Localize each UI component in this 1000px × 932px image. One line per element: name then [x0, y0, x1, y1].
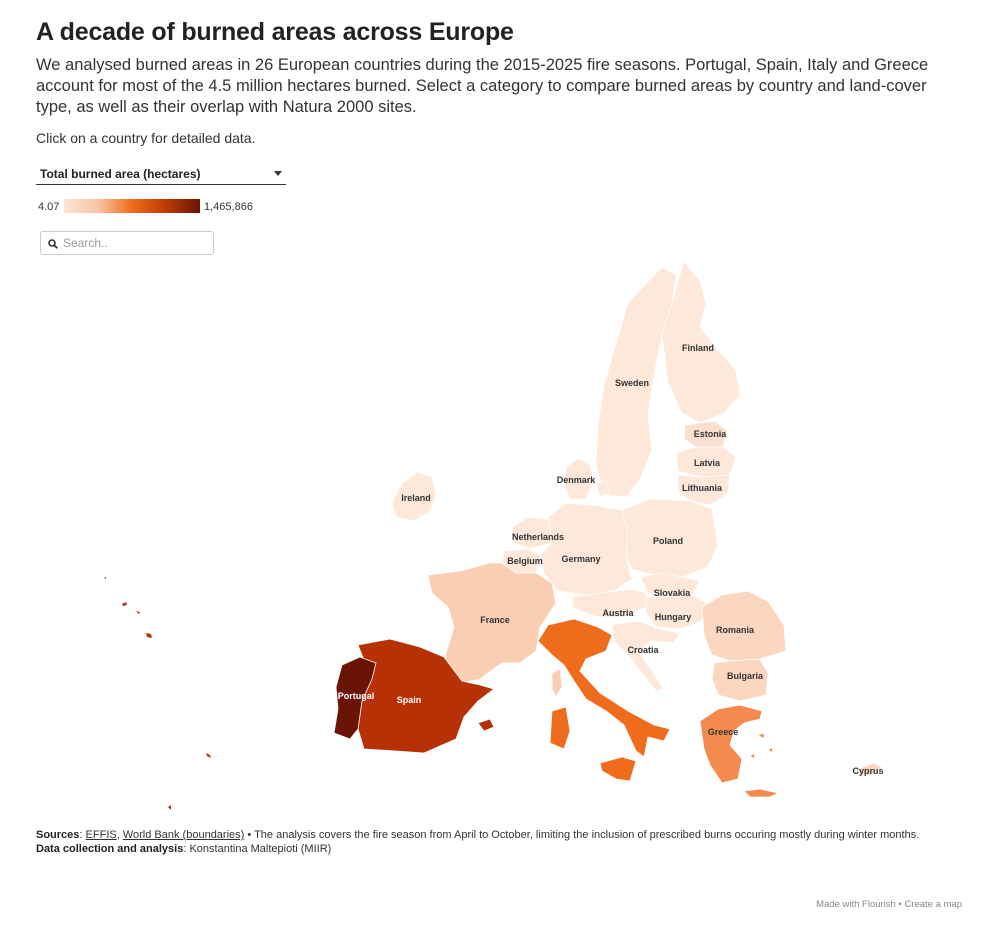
sources-note: • The analysis covers the fire season fr…	[247, 829, 920, 841]
analysis-label: Data collection and analysis	[36, 843, 184, 855]
source-link-effis[interactable]: EFFIS	[85, 829, 117, 841]
azores-island	[146, 633, 152, 638]
label-netherlands: Netherlands	[512, 532, 564, 542]
label-latvia: Latvia	[694, 458, 721, 468]
country-denmark[interactable]	[563, 457, 595, 500]
label-lithuania: Lithuania	[682, 483, 723, 493]
dropdown-selected-value: Total burned area (hectares)	[40, 167, 201, 181]
analysis-line: Data collection and analysis: Konstantin…	[36, 843, 332, 855]
label-spain: Spain	[397, 695, 422, 705]
label-sweden: Sweden	[615, 378, 649, 388]
country-greece-island[interactable]	[749, 753, 756, 760]
label-france: France	[480, 615, 510, 625]
category-dropdown[interactable]: Total burned area (hectares)	[36, 163, 286, 185]
label-croatia: Croatia	[627, 645, 659, 655]
legend-gradient-bar	[64, 199, 200, 213]
source-link-worldbank[interactable]: World Bank (boundaries)	[122, 829, 245, 841]
label-austria: Austria	[602, 608, 634, 618]
country-hungary[interactable]	[645, 594, 707, 630]
country-italy[interactable]	[537, 618, 671, 758]
analysis-value: Konstantina Maltepioti (MIIR)	[189, 843, 332, 855]
country-denmark-zealand[interactable]	[595, 480, 611, 498]
country-portugal[interactable]	[333, 656, 377, 740]
label-bulgaria: Bulgaria	[727, 671, 764, 681]
azores-island	[104, 577, 106, 579]
canary-island	[168, 805, 171, 810]
country-poland[interactable]	[621, 498, 719, 578]
country-latvia[interactable]	[675, 446, 737, 478]
sources-label: Sources	[36, 829, 80, 841]
made-with-flourish-link[interactable]: Made with Flourish	[816, 899, 896, 910]
search-box[interactable]	[40, 231, 214, 255]
create-map-link[interactable]: Create a map	[904, 899, 962, 910]
country-greece[interactable]	[699, 704, 763, 784]
country-france-corsica[interactable]	[551, 668, 563, 698]
label-hungary: Hungary	[655, 612, 692, 622]
footer-notes: Sources: EFFIS, World Bank (boundaries) …	[36, 828, 966, 856]
map-instruction: Click on a country for detailed data.	[36, 130, 256, 146]
label-romania: Romania	[716, 625, 755, 635]
legend-max-value: 1,465,866	[204, 201, 253, 213]
country-lithuania[interactable]	[677, 474, 731, 506]
legend-min-value: 4.07	[38, 201, 60, 213]
page-title: A decade of burned areas across Europe	[36, 18, 514, 46]
label-germany: Germany	[561, 554, 600, 564]
country-cyprus[interactable]	[857, 762, 883, 776]
label-portugal: Portugal	[338, 691, 375, 701]
credit-separator: •	[898, 899, 902, 910]
country-finland[interactable]	[661, 260, 741, 424]
country-bulgaria[interactable]	[711, 658, 769, 702]
chevron-down-icon[interactable]	[274, 171, 282, 176]
label-cyprus: Cyprus	[852, 766, 883, 776]
country-greece-crete[interactable]	[743, 788, 780, 798]
label-belgium: Belgium	[507, 556, 543, 566]
label-estonia: Estonia	[694, 429, 728, 439]
country-romania[interactable]	[701, 590, 787, 662]
country-croatia[interactable]	[611, 620, 681, 692]
page-subtitle: We analysed burned areas in 26 European …	[36, 56, 929, 116]
label-denmark: Denmark	[557, 475, 597, 485]
country-germany[interactable]	[539, 502, 633, 596]
flourish-credit: Made with Flourish • Create a map	[816, 899, 962, 910]
country-italy-sicily[interactable]	[599, 756, 637, 782]
search-icon	[48, 239, 58, 249]
label-poland: Poland	[653, 536, 683, 546]
search-input[interactable]	[63, 234, 209, 252]
country-slovakia[interactable]	[639, 572, 701, 598]
country-spain-balearics[interactable]	[477, 718, 495, 732]
label-italy: Italy	[589, 672, 607, 682]
label-greece: Greece	[708, 727, 739, 737]
europe-map: Finland Sweden Estonia Latvia Lithuania …	[104, 260, 884, 810]
azores-island	[122, 602, 127, 606]
label-slovakia: Slovakia	[654, 588, 692, 598]
country-sweden[interactable]	[595, 266, 677, 498]
country-labels: Finland Sweden Estonia Latvia Lithuania …	[338, 343, 884, 776]
country-italy-sardinia[interactable]	[549, 706, 571, 750]
country-greece-island[interactable]	[757, 732, 765, 740]
country-france[interactable]	[427, 562, 557, 684]
label-ireland: Ireland	[401, 493, 431, 503]
country-ireland[interactable]	[391, 471, 437, 522]
madeira-island	[206, 753, 211, 758]
country-greece-island[interactable]	[767, 747, 774, 754]
azores-island	[136, 611, 140, 614]
label-finland: Finland	[682, 343, 714, 353]
atlantic-islands	[104, 577, 211, 810]
sources-line: Sources: EFFIS, World Bank (boundaries) …	[36, 829, 920, 841]
